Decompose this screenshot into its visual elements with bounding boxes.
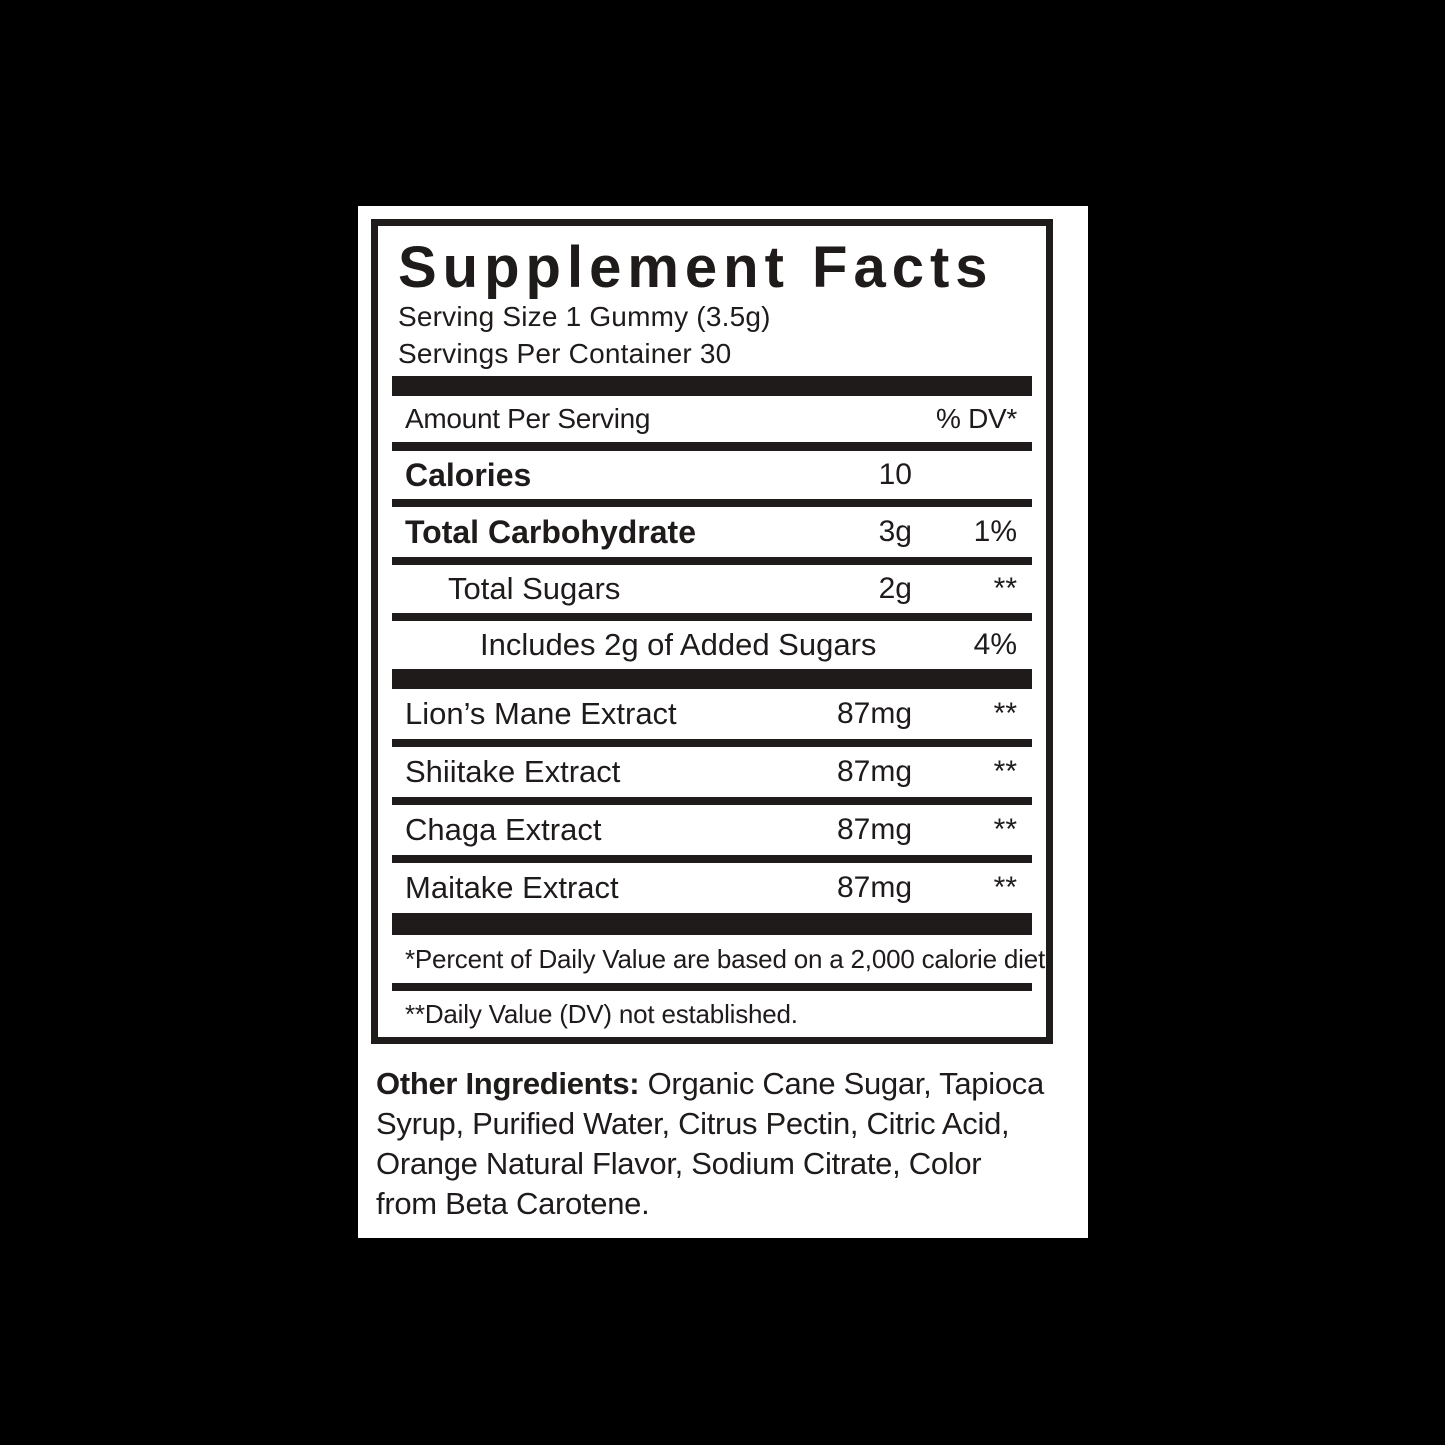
other-ingredients-line-4: from Beta Carotene. [376, 1186, 650, 1221]
ingredient-dv: ** [993, 871, 1017, 904]
other-ingredients-line-2: Syrup, Purified Water, Citrus Pectin, Ci… [376, 1106, 1010, 1141]
nutrient-row-added-sugars: Includes 2g of Added Sugars 4% [392, 621, 1032, 669]
nutrient-dv: 1% [973, 515, 1017, 548]
nutrient-name: Calories [405, 456, 532, 493]
nutrient-row-calories: Calories 10 [392, 451, 1032, 499]
row-rule [392, 499, 1032, 507]
amount-per-serving-header: Amount Per Serving [405, 403, 651, 434]
nutrient-dv: 4% [973, 628, 1017, 661]
nutrient-dv: ** [993, 572, 1017, 605]
nutrient-row-total-carbohydrate: Total Carbohydrate 3g 1% [392, 507, 1032, 557]
nutrient-amount: 10 [878, 458, 912, 491]
column-header-row: Amount Per Serving % DV* [392, 396, 1032, 442]
ingredient-amount: 87mg [836, 755, 912, 788]
row-rule [392, 797, 1032, 805]
footnote-percent-dv: *Percent of Daily Value are based on a 2… [405, 943, 1052, 974]
ingredient-dv: ** [993, 813, 1017, 846]
nutrient-name: Includes 2g of Added Sugars [480, 627, 877, 662]
row-rule [392, 739, 1032, 747]
other-ingredients-label: Other Ingredients: [376, 1066, 640, 1101]
separator-bar-top [392, 376, 1032, 396]
nutrient-amount: 3g [878, 515, 912, 548]
ingredient-dv: ** [993, 697, 1017, 730]
nutrient-name: Total Carbohydrate [405, 513, 696, 550]
ingredient-dv: ** [993, 755, 1017, 788]
row-rule [392, 983, 1032, 991]
other-ingredients-line-1: Other Ingredients: Organic Cane Sugar, T… [376, 1064, 1044, 1104]
ingredient-row-chaga: Chaga Extract 87mg ** [392, 805, 1032, 855]
ingredient-name: Maitake Extract [405, 870, 619, 905]
ingredient-name: Shiitake Extract [405, 754, 621, 789]
nutrient-name: Total Sugars [448, 571, 621, 606]
separator-bar-header [392, 442, 1032, 451]
separator-bar-middle [392, 669, 1032, 689]
separator-bar-bottom [392, 913, 1032, 935]
supplement-facts-title: Supplement Facts [398, 235, 994, 300]
ingredient-name: Lion’s Mane Extract [405, 696, 677, 731]
ingredient-row-shiitake: Shiitake Extract 87mg ** [392, 747, 1032, 797]
percent-dv-header: % DV* [936, 403, 1017, 434]
ingredient-name: Chaga Extract [405, 812, 602, 847]
row-rule [392, 855, 1032, 863]
nutrient-row-total-sugars: Total Sugars 2g ** [392, 565, 1032, 613]
footnote-dv-not-established: **Daily Value (DV) not established. [405, 998, 798, 1029]
other-ingredients-text: Organic Cane Sugar, Tapioca [639, 1066, 1045, 1101]
ingredient-amount: 87mg [836, 871, 912, 904]
ingredient-row-maitake: Maitake Extract 87mg ** [392, 863, 1032, 913]
supplement-facts-box: Supplement Facts Serving Size 1 Gummy (3… [371, 219, 1053, 1044]
serving-size-line: Serving Size 1 Gummy (3.5g) [398, 301, 771, 332]
servings-per-container-line: Servings Per Container 30 [398, 338, 732, 369]
other-ingredients-line-3: Orange Natural Flavor, Sodium Citrate, C… [376, 1146, 982, 1181]
ingredient-row-lions-mane: Lion’s Mane Extract 87mg ** [392, 689, 1032, 739]
row-rule [392, 613, 1032, 621]
nutrient-amount: 2g [878, 572, 912, 605]
ingredient-amount: 87mg [836, 697, 912, 730]
ingredient-amount: 87mg [836, 813, 912, 846]
other-ingredients-paragraph: Other Ingredients: Organic Cane Sugar, T… [376, 1064, 1044, 1224]
label-panel: Supplement Facts Serving Size 1 Gummy (3… [358, 206, 1088, 1238]
row-rule [392, 557, 1032, 565]
